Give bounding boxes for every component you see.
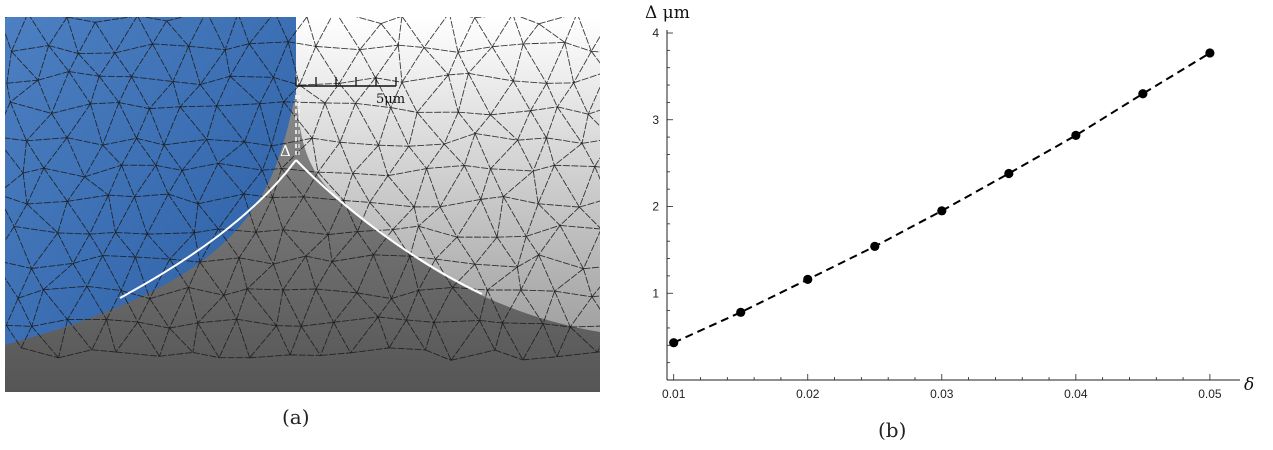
delta-marker: Δ: [280, 142, 291, 160]
panel-b-caption: (b): [878, 418, 906, 442]
y-tick-label: 2: [652, 200, 659, 214]
panel-a-caption: (a): [282, 405, 310, 429]
x-tick-label: 0.03: [930, 387, 954, 401]
y-tick-label: 1: [652, 286, 659, 300]
series-line: [674, 53, 1210, 343]
panel-b-chart: 0.01 0.02 0.03 0.04 0.05 1 2 3 4 Δ μm δ (b): [620, 0, 1273, 446]
data-point: [803, 275, 812, 284]
y-tick-label: 4: [652, 26, 659, 40]
data-points: [669, 48, 1214, 347]
data-point: [669, 338, 678, 347]
x-tick-label: 0.01: [662, 387, 686, 401]
data-point: [736, 308, 745, 317]
x-tick-label: 0.04: [1064, 387, 1088, 401]
data-point: [1071, 131, 1080, 140]
data-point: [1004, 169, 1013, 178]
mesh-image: 5μm Δ: [0, 0, 620, 446]
data-point: [937, 206, 946, 215]
data-point: [1205, 48, 1214, 57]
scale-bar-label: 5μm: [376, 92, 405, 107]
panel-a-mesh-figure: 5μm Δ (a): [0, 0, 620, 446]
x-tick-label: 0.02: [796, 387, 820, 401]
chart-svg: 0.01 0.02 0.03 0.04 0.05 1 2 3 4 Δ μm δ: [620, 0, 1273, 446]
x-tick-label: 0.05: [1198, 387, 1222, 401]
y-tick-label: 3: [652, 113, 659, 127]
y-axis-label: Δ μm: [645, 3, 690, 23]
chart-axes: [667, 30, 1240, 380]
data-point: [870, 242, 879, 251]
x-axis-label: δ: [1244, 375, 1254, 395]
data-point: [1138, 89, 1147, 98]
